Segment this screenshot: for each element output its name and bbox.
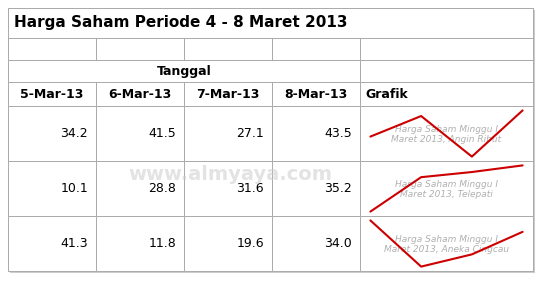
Bar	[96, 161, 184, 216]
Bar	[360, 38, 533, 60]
Bar	[96, 106, 184, 161]
Bar	[272, 82, 360, 106]
Text: Grafik: Grafik	[365, 88, 408, 100]
Text: www.almyaya.com: www.almyaya.com	[128, 166, 332, 185]
Text: Harga Saham Minggu I
Maret 2013, Aneka Cingcau: Harga Saham Minggu I Maret 2013, Aneka C…	[384, 235, 509, 254]
Bar	[272, 216, 360, 271]
Bar	[272, 38, 360, 60]
Text: 34.2: 34.2	[61, 127, 88, 140]
Bar	[8, 82, 96, 106]
Text: 27.1: 27.1	[236, 127, 264, 140]
Text: 34.0: 34.0	[324, 237, 352, 250]
Text: 8-Mar-13: 8-Mar-13	[285, 88, 348, 100]
Bar	[8, 216, 96, 271]
Text: 10.1: 10.1	[60, 182, 88, 195]
Bar	[8, 106, 96, 161]
Bar	[10, 10, 535, 273]
Text: Harga Saham Minggu I
Maret 2013, Telepati: Harga Saham Minggu I Maret 2013, Telepat…	[395, 180, 498, 199]
Text: 43.5: 43.5	[324, 127, 352, 140]
Text: Harga Saham Periode 4 - 8 Maret 2013: Harga Saham Periode 4 - 8 Maret 2013	[14, 16, 347, 30]
Bar	[184, 161, 272, 216]
Text: 11.8: 11.8	[148, 237, 176, 250]
Bar	[272, 161, 360, 216]
Text: 28.8: 28.8	[148, 182, 176, 195]
Bar	[8, 8, 533, 38]
Bar	[360, 60, 533, 82]
Text: 19.6: 19.6	[236, 237, 264, 250]
Bar	[184, 82, 272, 106]
Text: 31.6: 31.6	[236, 182, 264, 195]
Bar	[184, 38, 272, 60]
Text: 7-Mar-13: 7-Mar-13	[196, 88, 260, 100]
Bar	[360, 161, 533, 216]
Bar	[8, 60, 360, 82]
Bar	[8, 38, 96, 60]
Text: 6-Mar-13: 6-Mar-13	[108, 88, 171, 100]
Bar	[96, 216, 184, 271]
Text: 35.2: 35.2	[324, 182, 352, 195]
Text: Tanggal: Tanggal	[157, 64, 212, 78]
Text: 41.3: 41.3	[61, 237, 88, 250]
Bar	[272, 106, 360, 161]
Bar	[8, 8, 533, 271]
Bar	[360, 106, 533, 161]
Text: 41.5: 41.5	[148, 127, 176, 140]
Text: Harga Saham Minggu I
Maret 2013, Angin Ribut: Harga Saham Minggu I Maret 2013, Angin R…	[392, 125, 502, 144]
Text: 5-Mar-13: 5-Mar-13	[21, 88, 84, 100]
Bar	[360, 216, 533, 271]
Bar	[184, 216, 272, 271]
Bar	[360, 82, 533, 106]
Bar	[184, 106, 272, 161]
Bar	[96, 82, 184, 106]
Bar	[8, 161, 96, 216]
Bar	[96, 38, 184, 60]
